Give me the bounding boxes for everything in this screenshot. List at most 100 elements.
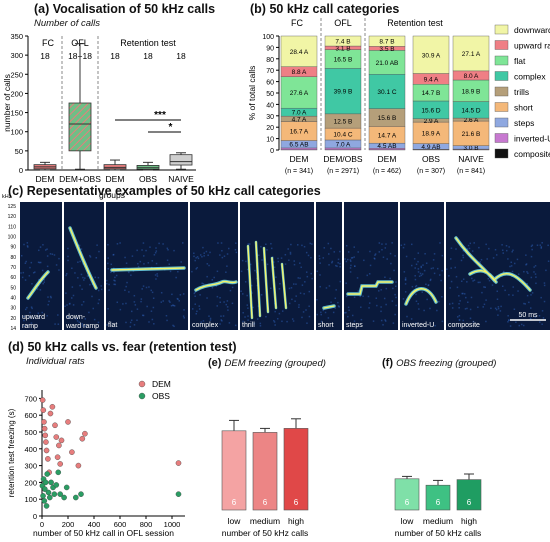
noise-speck xyxy=(281,320,283,323)
noise-speck xyxy=(288,287,291,290)
noise-speck xyxy=(89,256,92,258)
noise-speck xyxy=(468,247,471,250)
noise-speck xyxy=(209,319,212,321)
segment-label: 39.9 B xyxy=(334,89,353,96)
segment-label: 27.6 A xyxy=(290,90,309,97)
point-dem xyxy=(82,430,88,437)
noise-speck xyxy=(507,258,509,260)
noise-speck xyxy=(530,294,532,296)
noise-speck xyxy=(540,296,542,299)
point-obs xyxy=(51,491,58,497)
significance-stars: * xyxy=(169,122,173,133)
noise-speck xyxy=(362,295,364,297)
noise-speck xyxy=(360,318,363,321)
noise-speck xyxy=(240,290,242,293)
noise-speck xyxy=(540,247,543,249)
noise-speck xyxy=(88,311,90,314)
noise-speck xyxy=(357,251,359,253)
noise-speck xyxy=(497,314,499,316)
call-trace xyxy=(111,267,185,271)
x-tick-label: low xyxy=(228,516,242,526)
noise-speck xyxy=(517,290,519,292)
noise-speck xyxy=(322,257,325,259)
noise-speck xyxy=(415,263,418,266)
noise-speck xyxy=(46,315,48,317)
legend-marker xyxy=(138,380,146,388)
noise-speck xyxy=(86,275,89,277)
noise-speck xyxy=(77,261,79,263)
segment-label: 10.4 C xyxy=(333,132,352,139)
segment-label: 7.0 A xyxy=(292,110,307,117)
noise-speck xyxy=(429,279,432,282)
noise-speck xyxy=(413,258,416,260)
call-label: inverted-U xyxy=(402,322,434,329)
noise-speck xyxy=(466,248,469,250)
noise-speck xyxy=(464,308,467,310)
noise-speck xyxy=(193,252,195,254)
noise-speck xyxy=(415,293,417,296)
noise-speck xyxy=(151,318,154,321)
noise-speck xyxy=(449,258,452,260)
noise-speck xyxy=(28,275,31,277)
bar-high xyxy=(456,479,482,511)
segment-downward-ramp xyxy=(412,35,450,74)
noise-speck xyxy=(350,264,352,267)
noise-speck xyxy=(287,248,289,250)
noise-speck xyxy=(241,259,244,262)
segment-label: 14.7 B xyxy=(422,90,441,97)
noise-speck xyxy=(43,281,45,283)
noise-speck xyxy=(385,287,388,290)
point-obs xyxy=(63,484,70,491)
noise-speck xyxy=(320,320,323,323)
noise-speck xyxy=(225,271,227,273)
noise-speck xyxy=(246,294,248,297)
segment-flat xyxy=(280,76,318,109)
noise-speck xyxy=(327,317,330,319)
noise-speck xyxy=(100,285,102,287)
noise-speck xyxy=(252,306,254,309)
y-tick-label: 80 xyxy=(266,57,274,64)
noise-speck xyxy=(235,242,237,244)
noise-speck xyxy=(524,303,527,305)
noise-speck xyxy=(519,315,521,317)
noise-speck xyxy=(29,311,31,314)
noise-speck xyxy=(332,311,335,314)
panel-c-spectrograms: kHz 125 120 110 100 90 80 70 60 50 40 30 20 14 upward r… xyxy=(0,194,550,332)
noise-speck xyxy=(305,309,307,311)
noise-speck xyxy=(337,305,340,307)
noise-speck xyxy=(349,260,352,263)
group-label-fc: FC xyxy=(291,18,303,28)
noise-speck xyxy=(534,273,537,275)
legend-swatch xyxy=(494,86,509,97)
noise-speck xyxy=(436,267,439,270)
noise-speck xyxy=(462,256,465,259)
segment-label: 4.5 AB xyxy=(377,143,396,150)
segment-label: 6.5 AB xyxy=(289,142,308,149)
noise-speck xyxy=(37,312,40,314)
noise-speck xyxy=(311,243,313,245)
noise-speck xyxy=(393,269,395,272)
group-label-retention: Retention test xyxy=(387,18,443,28)
noise-speck xyxy=(98,250,100,253)
noise-speck xyxy=(275,276,277,278)
noise-speck xyxy=(110,263,113,266)
noise-speck xyxy=(518,324,520,327)
noise-speck xyxy=(290,243,292,246)
noise-speck xyxy=(543,300,546,303)
noise-speck xyxy=(25,260,27,263)
noise-speck xyxy=(231,286,234,289)
noise-speck xyxy=(528,301,530,304)
noise-speck xyxy=(308,315,311,318)
noise-speck xyxy=(57,314,59,316)
noise-speck xyxy=(166,247,169,250)
noise-speck xyxy=(152,306,155,309)
noise-speck xyxy=(67,255,69,258)
noise-speck xyxy=(403,243,406,246)
point-obs xyxy=(53,482,60,488)
noise-speck xyxy=(205,250,208,253)
noise-speck xyxy=(454,266,456,269)
noise-speck xyxy=(458,318,461,321)
noise-speck xyxy=(203,252,205,254)
noise-speck xyxy=(305,251,308,254)
noise-speck xyxy=(328,253,330,255)
